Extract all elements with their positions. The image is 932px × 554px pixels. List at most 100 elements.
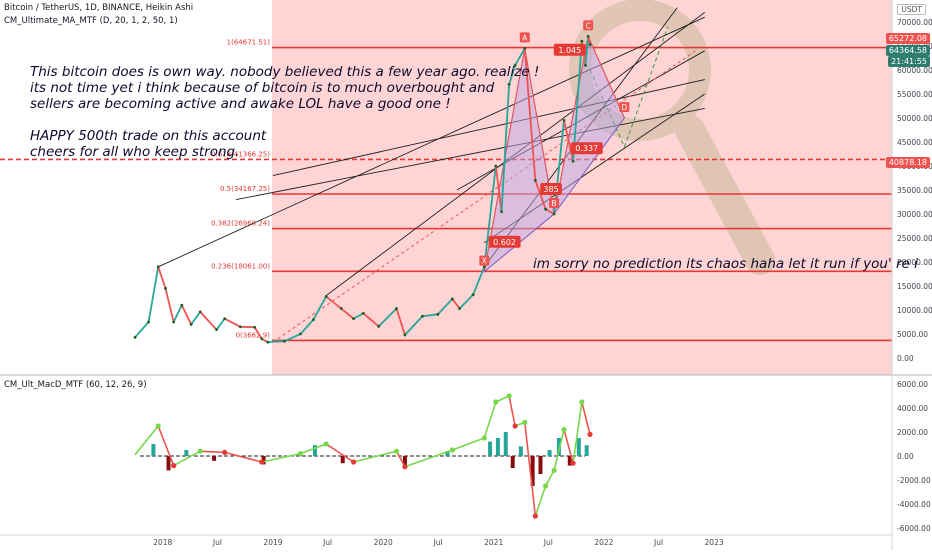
note-line-4: HAPPY 500th trade on this account <box>30 129 266 145</box>
pattern-point-c: C <box>583 20 593 30</box>
time-axis-tick: Jul <box>433 538 443 547</box>
pattern-ratio-label: 0.337 <box>575 144 598 153</box>
macd-histogram-bar <box>548 450 552 456</box>
time-axis-tick: Jul <box>543 538 553 547</box>
time-axis-tick: Jul <box>212 538 222 547</box>
fib-level-label: 0.5(34167.25) <box>220 185 270 193</box>
countdown-badge: 21:41:55 <box>888 56 930 67</box>
macd-histogram-bar <box>184 450 188 456</box>
price-point <box>523 47 526 50</box>
price-point <box>239 325 242 328</box>
macd-histogram-bar <box>151 444 155 456</box>
macd-axis-tick: 6000.00 <box>897 380 928 389</box>
level-price-badge: 40878.18 <box>886 157 930 168</box>
bid-price-badge: 64364.58 <box>886 45 930 56</box>
macd-histogram-bar <box>341 456 345 463</box>
price-point <box>580 40 583 43</box>
pattern-ratio: 385 <box>540 183 562 195</box>
pattern-point-label: D <box>622 103 628 112</box>
price-point <box>404 334 407 337</box>
pattern-ratio: 0.337 <box>571 142 603 154</box>
macd-point <box>351 459 356 464</box>
macd-point <box>533 513 538 518</box>
price-point <box>500 210 503 213</box>
price-point <box>587 35 590 38</box>
price-point <box>172 321 175 324</box>
price-point <box>283 340 286 343</box>
macd-point <box>579 399 584 404</box>
price-point <box>436 313 439 316</box>
time-axis-tick: 2019 <box>263 538 282 547</box>
pattern-point-x: X <box>479 256 489 266</box>
price-point <box>563 119 566 122</box>
macd-histogram-bar <box>504 432 508 456</box>
price-point <box>325 295 328 298</box>
price-point <box>340 307 343 310</box>
indicator-title: CM_Ultimate_MA_MTF (D, 20, 1, 2, 50, 1) <box>4 16 178 26</box>
price-point <box>190 323 193 326</box>
macd-point <box>394 449 399 454</box>
macd-axis-tick: 2000.00 <box>897 428 928 437</box>
currency-badge[interactable]: USDT <box>897 4 926 15</box>
price-point <box>352 317 355 320</box>
time-axis-tick: 2023 <box>705 538 724 547</box>
macd-point <box>402 464 407 469</box>
pattern-point-d: D <box>619 102 629 112</box>
price-point <box>180 304 183 307</box>
macd-point <box>171 463 176 468</box>
price-point <box>199 311 202 314</box>
macd-histogram-bar <box>577 438 581 456</box>
price-point <box>572 160 575 163</box>
price-point <box>299 333 302 336</box>
macd-histogram-bar <box>496 438 500 456</box>
macd-point <box>506 393 511 398</box>
price-point <box>534 179 537 182</box>
pattern-ratio: 0.602 <box>489 236 521 248</box>
price-axis-tick: 60000.00 <box>897 66 932 75</box>
macd-point <box>222 450 227 455</box>
macd-point <box>570 461 575 466</box>
symbol-title: Bitcoin / TetherUS, 1D, BINANCE, Heikin … <box>4 3 193 13</box>
price-point <box>472 293 475 296</box>
price-point <box>362 312 365 315</box>
note-line-5: cheers for all who keep strong. <box>30 145 239 161</box>
macd-point <box>587 432 592 437</box>
price-point <box>147 321 150 324</box>
time-axis-tick: 2018 <box>153 538 172 547</box>
time-axis-tick: Jul <box>653 538 663 547</box>
fib-level-label: 0.382(26968.24) <box>211 220 270 228</box>
price-axis-tick: 45000.00 <box>897 138 932 147</box>
price-point <box>544 208 547 211</box>
pattern-point-a: A <box>520 32 530 42</box>
price-point <box>421 315 424 318</box>
pattern-point-b: B <box>549 198 559 208</box>
macd-point <box>482 435 487 440</box>
price-axis-tick: 35000.00 <box>897 186 932 195</box>
price-axis-tick: 10000.00 <box>897 306 932 315</box>
macd-axis-tick: -2000.00 <box>897 476 931 485</box>
time-axis-tick: 2020 <box>374 538 393 547</box>
price-point <box>157 265 160 268</box>
macd-histogram-bar <box>511 456 515 468</box>
time-axis-tick: Jul <box>322 538 332 547</box>
price-point <box>508 83 511 86</box>
fib-level-label: 0(3662.9) <box>236 331 271 339</box>
macd-point <box>324 441 329 446</box>
macd-histogram-bar <box>212 456 216 461</box>
macd-point <box>513 423 518 428</box>
price-point <box>494 165 497 168</box>
macd-axis-tick: 0.00 <box>897 452 914 461</box>
macd-axis-tick: -4000.00 <box>897 500 931 509</box>
macd-histogram-bar <box>488 442 492 456</box>
price-axis-tick: 25000.00 <box>897 234 932 243</box>
price-axis-tick: 5000.00 <box>897 330 928 339</box>
note-line-3: sellers are becoming active and awake LO… <box>30 97 451 113</box>
price-point <box>395 307 398 310</box>
price-point <box>589 43 592 46</box>
fib-level-label: 1(64671.51) <box>227 39 271 47</box>
note-line-1: This bitcoin does is own way. nobody bel… <box>30 65 539 81</box>
time-axis-tick: 2022 <box>594 538 613 547</box>
price-point <box>266 341 269 344</box>
price-point <box>215 328 218 331</box>
